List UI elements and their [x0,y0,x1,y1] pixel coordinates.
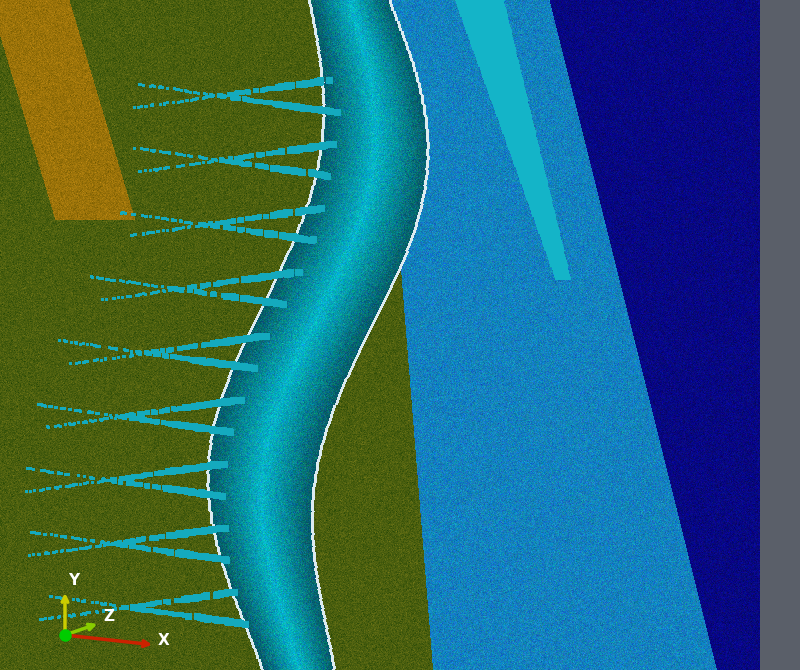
Text: X: X [158,633,170,648]
Text: Y: Y [68,573,79,588]
Text: Z: Z [103,609,114,624]
